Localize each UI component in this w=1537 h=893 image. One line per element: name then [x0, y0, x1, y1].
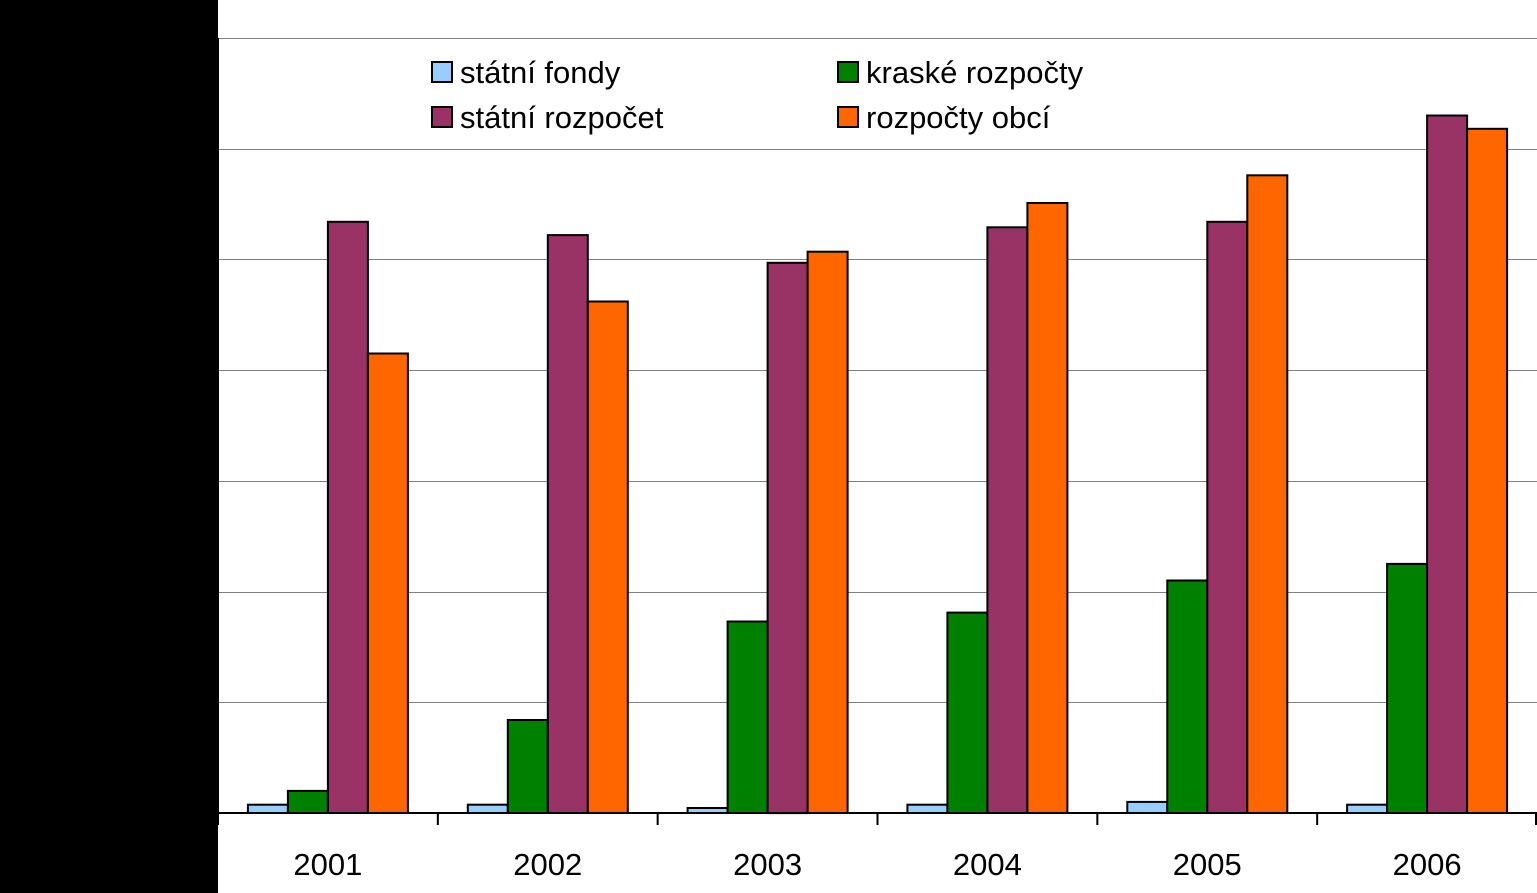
x-tick-label: 2001 — [293, 847, 362, 882]
plot-area — [218, 0, 1537, 893]
bar — [366, 352, 409, 814]
bar — [1246, 174, 1289, 815]
y-axis-tick-labels: 0 1 000 000 2 000 000 3 000 000 4 000 000 5 0… — [50, 21, 188, 831]
bars — [246, 114, 1509, 815]
legend-label: státní fondy — [460, 55, 621, 90]
axes — [208, 37, 1537, 825]
y-tick-label: 5 000 000 — [50, 242, 188, 277]
bar — [1466, 127, 1509, 815]
bar — [246, 803, 289, 815]
bar — [546, 234, 589, 815]
bar — [506, 719, 549, 814]
x-axis-tick-labels: 2001 2002 2003 2004 2005 2006 — [293, 847, 1461, 882]
legend-label: státní rozpočet — [460, 100, 664, 135]
legend-swatch — [837, 61, 859, 83]
bar — [986, 226, 1029, 815]
bar — [906, 803, 949, 815]
x-tick-label: 2002 — [513, 847, 582, 882]
y-tick-label: 4 000 000 — [50, 353, 188, 388]
legend: státní fondy kraské rozpočty státní rozpoč… — [431, 55, 1084, 135]
legend-swatch — [431, 106, 453, 128]
bar — [726, 620, 769, 814]
bar — [1206, 220, 1249, 815]
y-tick-label: 7 000 000 — [50, 21, 188, 56]
x-tick-label: 2003 — [733, 847, 802, 882]
bar — [1166, 579, 1209, 814]
y-tick-label: 2 000 000 — [50, 575, 188, 610]
bar — [946, 611, 989, 814]
y-tick-label: 1 000 000 — [50, 685, 188, 720]
x-tick-label: 2004 — [953, 847, 1022, 882]
bar — [1386, 562, 1429, 815]
bar — [586, 300, 629, 814]
bar — [466, 803, 509, 815]
y-tick-label: 3 000 000 — [50, 464, 188, 499]
bar — [766, 261, 809, 815]
x-tick-label: 2005 — [1173, 847, 1242, 882]
x-tick-label: 2006 — [1393, 847, 1462, 882]
bar — [806, 250, 849, 814]
bar — [1426, 114, 1469, 814]
gridlines — [218, 38, 1537, 703]
legend-label: kraské rozpočty — [866, 55, 1084, 90]
bar — [1346, 803, 1389, 815]
bar — [286, 789, 329, 815]
legend-swatch — [837, 106, 859, 128]
y-tick-label: 0 — [171, 796, 188, 831]
bar — [1026, 202, 1069, 814]
bar — [326, 220, 369, 815]
legend-swatch — [431, 61, 453, 83]
bar — [1126, 800, 1169, 815]
legend-label: rozpočty obcí — [866, 100, 1051, 135]
y-tick-label: 6 000 000 — [50, 132, 188, 167]
